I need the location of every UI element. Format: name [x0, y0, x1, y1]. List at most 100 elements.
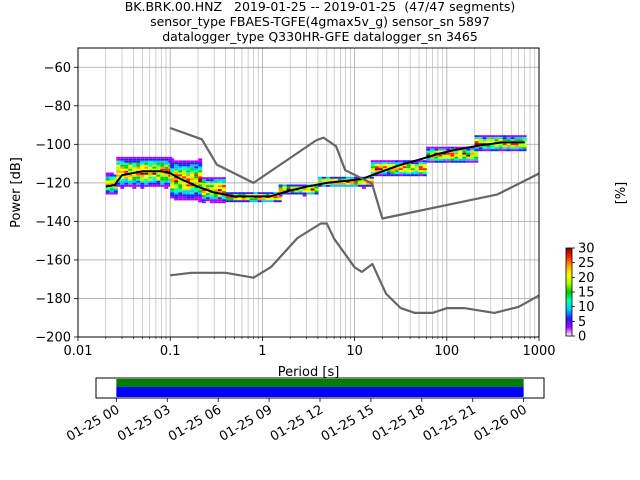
density-cell [450, 160, 455, 163]
density-cell [282, 188, 287, 191]
density-cell [152, 178, 157, 181]
density-cell [194, 190, 199, 193]
density-cell [152, 164, 157, 167]
density-cell [321, 184, 326, 187]
density-cell [178, 190, 183, 193]
density-cell [174, 178, 179, 181]
density-cell [402, 170, 407, 173]
density-cell [198, 196, 203, 199]
density-cell [170, 168, 175, 171]
density-cell [410, 166, 415, 169]
density-cell [410, 168, 415, 171]
density-cell [194, 162, 199, 165]
density-cell [245, 198, 250, 201]
density-cell [482, 135, 487, 138]
density-cell [178, 162, 183, 165]
density-cell [217, 197, 222, 200]
density-cell [282, 186, 287, 189]
density-cell [506, 145, 511, 148]
density-cell [156, 162, 161, 165]
high-noise-model-line [169, 126, 539, 220]
density-cell [426, 160, 431, 163]
density-cell [164, 176, 169, 179]
density-cell [474, 143, 479, 146]
density-cell [478, 149, 483, 152]
density-cell [502, 145, 507, 148]
colorbar-label: [%] [614, 182, 629, 205]
density-cell [213, 199, 218, 202]
density-cell [182, 182, 187, 185]
axes: 0.01 0.1 1 10 100 1000 −200 −180 −160 −140 −120 −10… [35, 61, 555, 359]
density-cell [454, 152, 459, 155]
density-cell [414, 172, 419, 175]
density-cell [490, 137, 495, 140]
density-cell [120, 180, 125, 183]
density-cell [140, 168, 145, 171]
density-cell [213, 179, 218, 182]
density-cell [164, 162, 169, 165]
density-cell [136, 164, 141, 167]
density-cell [144, 162, 149, 165]
density-cell [152, 182, 157, 185]
density-cell [201, 195, 206, 198]
density-cell [152, 156, 157, 159]
coverage-tick-label: 01-25 09 [217, 402, 275, 444]
colorbar-tick-label: 15 [578, 286, 595, 301]
density-cell [518, 143, 523, 146]
density-cell [182, 178, 187, 181]
density-cell [478, 137, 483, 140]
density-cell [194, 186, 199, 189]
density-cell [426, 158, 431, 161]
density-cell [498, 139, 503, 142]
density-cell [178, 166, 183, 169]
density-cell [474, 135, 479, 138]
density-cell [221, 197, 226, 200]
density-cell [438, 148, 443, 151]
density-cell [321, 176, 326, 179]
density-cell [186, 170, 191, 173]
density-cell [113, 178, 118, 181]
density-cell [116, 162, 121, 165]
y-axis-label: Power [dB] [9, 157, 24, 228]
density-cell [253, 192, 258, 195]
density-cell [406, 174, 411, 177]
density-cell [128, 162, 133, 165]
density-cell [458, 154, 463, 157]
density-cell [116, 156, 121, 159]
density-cell [253, 200, 258, 203]
density-cell [124, 160, 129, 163]
density-cell [466, 158, 471, 161]
density-cell [178, 164, 183, 167]
density-cell [498, 147, 503, 150]
density-cell [498, 145, 503, 148]
density-cell [144, 184, 149, 187]
density-cell [182, 184, 187, 187]
density-cell [438, 150, 443, 153]
coverage-tick-label: 01-25 18 [370, 402, 428, 444]
density-cell [213, 189, 218, 192]
density-cell [124, 164, 129, 167]
density-cell [198, 176, 203, 179]
density-cell [178, 186, 183, 189]
density-cell [194, 172, 199, 175]
density-cell [152, 158, 157, 161]
density-cell [426, 150, 431, 153]
x-axis-label: Period [s] [278, 365, 340, 380]
density-cell [194, 170, 199, 173]
density-cell [510, 149, 515, 152]
density-cell [178, 182, 183, 185]
density-cell [325, 176, 330, 179]
density-cell [116, 164, 121, 167]
density-cell [152, 174, 157, 177]
density-cell [430, 156, 435, 159]
density-cell [182, 162, 187, 165]
density-cell [474, 149, 479, 152]
density-cell [361, 182, 366, 185]
density-cell [190, 168, 195, 171]
density-cell [241, 194, 246, 197]
density-cell [434, 158, 439, 161]
density-cell [490, 147, 495, 150]
density-cell [273, 196, 278, 199]
density-cell [446, 154, 451, 157]
